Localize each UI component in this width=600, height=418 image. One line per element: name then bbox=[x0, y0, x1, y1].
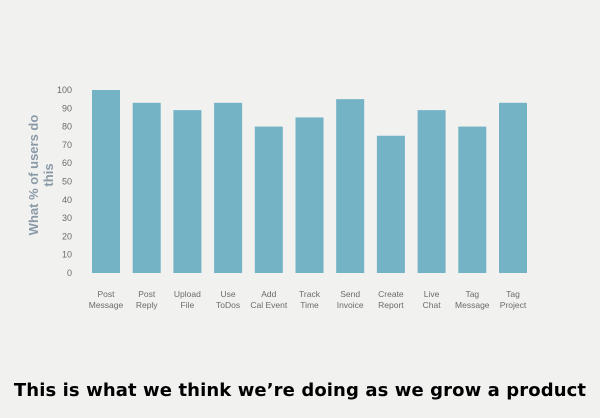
x-tick-label: Project bbox=[500, 300, 527, 310]
y-axis-label-line: this bbox=[41, 163, 56, 186]
bar bbox=[417, 110, 446, 273]
y-tick-label: 20 bbox=[62, 231, 72, 241]
x-tick-label: Tag bbox=[506, 289, 520, 299]
bar bbox=[214, 102, 243, 273]
x-tick-label: Report bbox=[378, 300, 404, 310]
x-tick-label: Message bbox=[89, 300, 124, 310]
y-tick-label: 100 bbox=[57, 85, 72, 95]
x-tick-label: Message bbox=[455, 300, 490, 310]
y-tick-label: 80 bbox=[62, 122, 72, 132]
bar bbox=[336, 99, 365, 274]
bar bbox=[376, 135, 405, 273]
x-tick-label: Upload bbox=[174, 289, 201, 299]
x-tick-label: Send bbox=[340, 289, 360, 299]
y-tick-label: 50 bbox=[62, 177, 72, 187]
bar-chart: 0 10 20 30 40 50 60 70 80 90 100 What % of users do… bbox=[26, 85, 527, 310]
bar bbox=[499, 102, 527, 273]
x-tick-label: Add bbox=[261, 289, 276, 299]
y-tick-label: 0 bbox=[67, 268, 72, 278]
y-tick-label: 10 bbox=[62, 250, 72, 260]
x-tick-label: Post bbox=[138, 289, 156, 299]
x-tick-label: Tag bbox=[465, 289, 479, 299]
y-tick-label: 60 bbox=[62, 158, 72, 168]
y-axis-label-line: What % of users do bbox=[26, 115, 41, 236]
slide-caption: This is what we think we’re doing as we … bbox=[13, 380, 587, 401]
x-tick-label: Live bbox=[424, 289, 440, 299]
bar bbox=[254, 126, 283, 273]
y-tick-label: 30 bbox=[62, 213, 72, 223]
x-tick-label: Post bbox=[97, 289, 115, 299]
bar bbox=[132, 102, 161, 273]
bar bbox=[173, 110, 202, 273]
x-tick-label: Track bbox=[299, 289, 321, 299]
x-tick-label: Use bbox=[221, 289, 236, 299]
bar bbox=[458, 126, 487, 273]
y-tick-label: 70 bbox=[62, 140, 72, 150]
y-tick-label: 40 bbox=[62, 195, 72, 205]
x-tick-label: Reply bbox=[136, 300, 158, 310]
x-tick-label: Chat bbox=[423, 300, 442, 310]
y-tick-label: 90 bbox=[62, 103, 72, 113]
y-axis-label: What % of users do this bbox=[26, 115, 56, 236]
bar bbox=[92, 90, 120, 273]
x-tick-label: Time bbox=[300, 300, 319, 310]
x-tick-label: Cal Event bbox=[250, 300, 287, 310]
x-tick-label: Invoice bbox=[337, 300, 364, 310]
x-tick-label: ToDos bbox=[216, 300, 240, 310]
bar bbox=[295, 117, 324, 273]
x-tick-label: File bbox=[181, 300, 195, 310]
x-tick-label: Create bbox=[378, 289, 404, 299]
